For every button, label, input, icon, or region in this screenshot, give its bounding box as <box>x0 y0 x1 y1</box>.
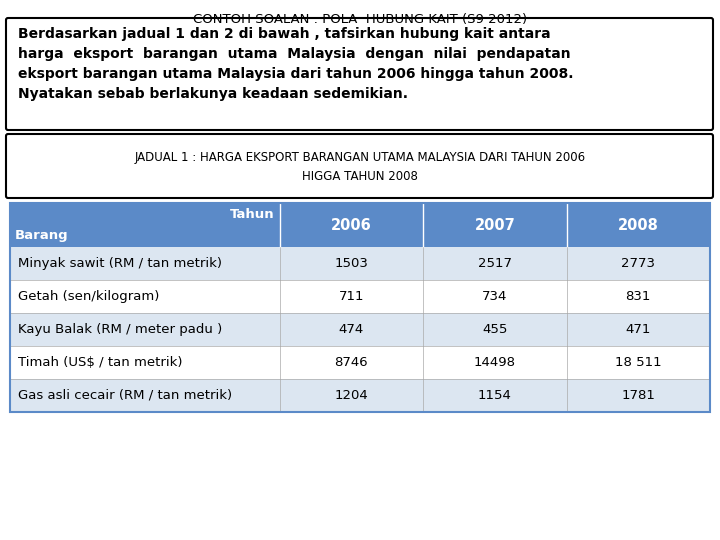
Bar <box>10 379 710 412</box>
Text: 8746: 8746 <box>334 356 368 369</box>
Text: 1781: 1781 <box>621 389 655 402</box>
Text: 2517: 2517 <box>478 257 512 270</box>
Text: 2008: 2008 <box>618 218 659 233</box>
Text: 2007: 2007 <box>474 218 515 233</box>
FancyBboxPatch shape <box>6 18 713 130</box>
Text: 1204: 1204 <box>334 389 368 402</box>
Text: 474: 474 <box>338 323 364 336</box>
Text: JADUAL 1 : HARGA EKSPORT BARANGAN UTAMA MALAYSIA DARI TAHUN 2006: JADUAL 1 : HARGA EKSPORT BARANGAN UTAMA … <box>135 152 585 165</box>
Text: Getah (sen/kilogram): Getah (sen/kilogram) <box>18 290 159 303</box>
Text: 1154: 1154 <box>478 389 512 402</box>
Bar <box>10 280 710 313</box>
Text: HIGGA TAHUN 2008: HIGGA TAHUN 2008 <box>302 170 418 183</box>
Text: 831: 831 <box>626 290 651 303</box>
Text: 471: 471 <box>626 323 651 336</box>
Bar <box>10 247 710 280</box>
Text: CONTOH SOALAN : POLA  HUBUNG KAIT (S9 2012): CONTOH SOALAN : POLA HUBUNG KAIT (S9 201… <box>193 13 527 26</box>
Text: Berdasarkan jadual 1 dan 2 di bawah , tafsirkan hubung kait antara
harga  ekspor: Berdasarkan jadual 1 dan 2 di bawah , ta… <box>18 27 574 101</box>
Text: 14498: 14498 <box>474 356 516 369</box>
Bar <box>10 313 710 346</box>
Text: 455: 455 <box>482 323 508 336</box>
Text: Kayu Balak (RM / meter padu ): Kayu Balak (RM / meter padu ) <box>18 323 222 336</box>
Bar <box>10 203 710 247</box>
Text: 2773: 2773 <box>621 257 655 270</box>
Text: Tahun: Tahun <box>230 208 274 221</box>
FancyBboxPatch shape <box>6 134 713 198</box>
Text: Timah (US$ / tan metrik): Timah (US$ / tan metrik) <box>18 356 182 369</box>
Text: 1503: 1503 <box>334 257 368 270</box>
Text: 711: 711 <box>338 290 364 303</box>
Text: Gas asli cecair (RM / tan metrik): Gas asli cecair (RM / tan metrik) <box>18 389 232 402</box>
Text: 2006: 2006 <box>331 218 372 233</box>
Text: Minyak sawit (RM / tan metrik): Minyak sawit (RM / tan metrik) <box>18 257 222 270</box>
Text: Barang: Barang <box>15 229 68 242</box>
Text: 734: 734 <box>482 290 508 303</box>
Bar <box>10 346 710 379</box>
Bar <box>10 203 710 412</box>
Text: 18 511: 18 511 <box>615 356 662 369</box>
